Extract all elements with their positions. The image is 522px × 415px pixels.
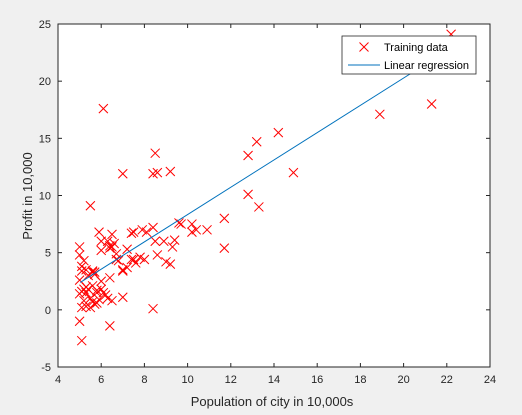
x-tick-label: 6	[98, 374, 104, 386]
y-tick-label: 20	[39, 76, 51, 88]
y-tick-label: 5	[45, 248, 51, 260]
y-tick-label: 0	[45, 305, 51, 317]
legend: Training data Linear regression	[342, 36, 476, 74]
plot-area	[58, 24, 490, 367]
x-tick-label: 14	[268, 374, 280, 386]
x-tick-label: 22	[441, 374, 453, 386]
y-tick-label: 25	[39, 19, 51, 31]
x-tick-label: 8	[141, 374, 147, 386]
x-tick-label: 16	[311, 374, 323, 386]
y-tick-label: -5	[41, 362, 51, 374]
y-axis-title: Profit in 10,000	[20, 152, 35, 239]
x-tick-label: 10	[181, 374, 193, 386]
y-tick-label: 15	[39, 133, 51, 145]
x-axis-title: Population of city in 10,000s	[191, 394, 354, 409]
x-tick-label: 24	[484, 374, 496, 386]
legend-label-linear-regression: Linear regression	[384, 60, 469, 72]
x-tick-label: 12	[225, 374, 237, 386]
y-tick-label: 10	[39, 191, 51, 203]
x-tick-label: 18	[354, 374, 366, 386]
x-tick-label: 4	[55, 374, 61, 386]
x-tick-label: 20	[397, 374, 409, 386]
legend-label-training-data: Training data	[384, 42, 449, 54]
